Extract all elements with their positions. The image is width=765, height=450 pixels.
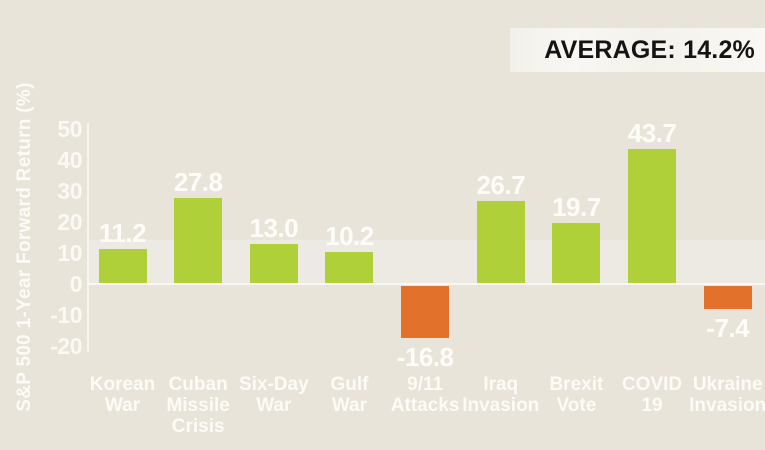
x-tick-label: Six-Day War: [228, 374, 320, 416]
value-label: 19.7: [552, 191, 601, 222]
zero-baseline: [87, 283, 765, 285]
value-label: 10.2: [325, 221, 374, 252]
x-tick-label-line: Invasion: [462, 395, 540, 416]
bar-gulf-war: [325, 252, 374, 284]
x-tick-label: Korean War: [77, 374, 169, 416]
x-tick-label: Brexit Vote: [530, 374, 622, 416]
value-label: -7.4: [706, 312, 750, 343]
x-tick-label-line: Korean: [89, 374, 156, 395]
average-badge: AVERAGE: 14.2%: [510, 28, 765, 72]
y-tick-label: 0: [69, 271, 83, 297]
x-tick-label: Cuban Missile Crisis: [152, 374, 244, 437]
bar-korean-war: [98, 249, 147, 284]
x-tick-label: Iraq Invasion: [455, 374, 547, 416]
x-tick-label: Gulf War: [303, 374, 395, 416]
value-label: 13.0: [249, 212, 299, 243]
x-tick-label-line: War: [104, 395, 141, 416]
x-tick-label-line: Crisis: [171, 416, 225, 437]
bar-ukraine-invasion: [703, 286, 752, 309]
bar-six-day-war: [249, 243, 298, 284]
x-tick-label-line: Vote: [556, 395, 597, 416]
bar-iraq-invasion: [476, 201, 525, 284]
y-tick-label: 10: [57, 240, 82, 266]
x-tick-label-line: 9/11: [407, 374, 444, 395]
y-axis-line: [87, 122, 89, 353]
y-tick-label: 30: [57, 178, 82, 204]
bar-covid-19: [628, 148, 677, 284]
y-tick-label: -20: [50, 333, 82, 359]
y-tick-label: -10: [50, 302, 82, 328]
x-tick-label-line: 19: [641, 395, 663, 416]
x-tick-label-line: Iraq: [483, 374, 519, 395]
y-tick-label: 20: [57, 209, 82, 235]
x-tick-label-line: War: [256, 395, 292, 416]
x-tick-label: Ukraine Invasion: [682, 374, 765, 416]
x-tick-label-line: Cuban: [168, 374, 228, 395]
bar-cuban-missile-crisis: [174, 197, 223, 284]
value-label: -16.8: [396, 342, 454, 373]
x-tick-label-line: COVID: [621, 374, 683, 395]
value-label: 43.7: [627, 117, 677, 148]
y-tick-label: 50: [57, 116, 82, 142]
x-tick-label-line: Invasion: [689, 395, 765, 416]
x-tick-label-line: Ukraine: [692, 374, 763, 395]
y-tick-label: 40: [57, 147, 82, 173]
value-label: 27.8: [173, 166, 223, 197]
bar-brexit-vote: [552, 222, 601, 284]
x-tick-label-line: Gulf: [330, 374, 369, 395]
value-label: 26.7: [476, 170, 526, 201]
x-tick-label-line: Missile: [166, 395, 230, 416]
x-tick-label-line: Attacks: [390, 395, 460, 416]
x-tick-label: 9/11 Attacks: [379, 374, 471, 416]
x-tick-label-line: War: [331, 395, 368, 416]
bar-9-11-attacks: [401, 286, 450, 339]
x-tick-label-line: Six-Day: [238, 374, 309, 395]
x-tick-label-line: Brexit: [549, 374, 604, 395]
value-label: 11.2: [98, 218, 147, 249]
x-tick-label: COVID 19: [606, 374, 698, 416]
